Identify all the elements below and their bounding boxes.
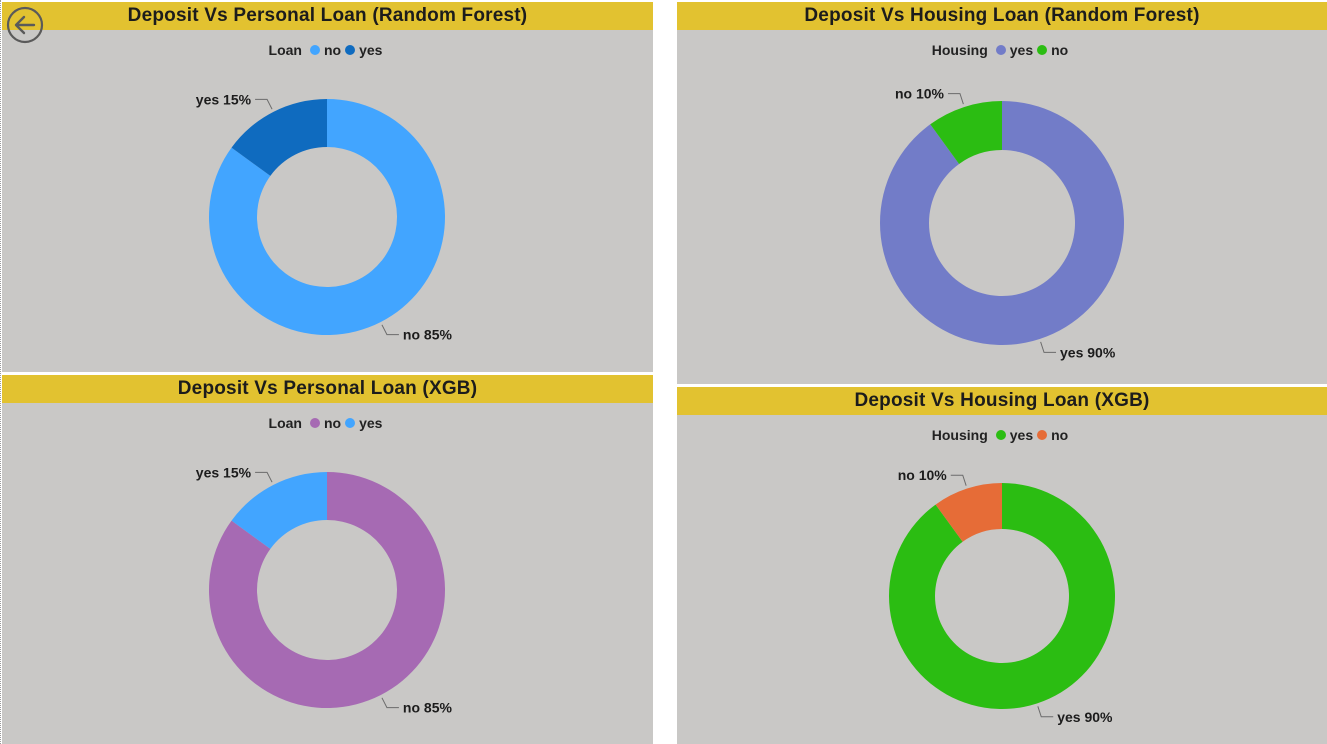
legend-item-yes[interactable]: yes — [345, 415, 382, 431]
chart-title: Deposit Vs Housing Loan (Random Forest) — [677, 2, 1327, 30]
legend-dot-no — [1037, 45, 1048, 55]
data-label-yes: yes 90% — [1057, 709, 1113, 725]
donut-slice-no[interactable] — [930, 101, 1002, 164]
page-left-edge — [0, 0, 3, 744]
leader-line-yes — [255, 98, 273, 110]
data-label-no: no 85% — [403, 327, 453, 343]
legend-label: no — [323, 42, 342, 58]
donut-slice-no[interactable] — [209, 99, 446, 335]
panel-housing-loan-xgb: Deposit Vs Housing Loan (XGB) Housing yes… — [677, 387, 1327, 744]
chart-legend: Loan no yes — [2, 415, 653, 431]
legend-item-yes[interactable]: yes — [995, 42, 1034, 58]
chart-title: Deposit Vs Personal Loan (XGB) — [2, 375, 653, 403]
legend-dot-no — [309, 45, 320, 55]
donut-chart: yes 90% no 10% — [879, 86, 1124, 360]
legend-title: Housing — [931, 42, 988, 58]
donut-slice-yes[interactable] — [879, 101, 1124, 345]
data-label-no: no 10% — [895, 86, 945, 102]
legend-dot-yes — [995, 430, 1006, 440]
donut-slice-no[interactable] — [209, 472, 446, 708]
panel-housing-loan-rf: Deposit Vs Housing Loan (Random Forest) … — [677, 2, 1327, 384]
panel-personal-loan-rf: Deposit Vs Personal Loan (Random Forest)… — [2, 2, 653, 372]
legend-label: no — [1051, 427, 1069, 443]
leader-line-yes — [1040, 341, 1057, 353]
legend-dot-no — [1037, 430, 1048, 440]
legend-dot-yes — [345, 45, 356, 55]
legend-item-no[interactable]: no — [309, 415, 342, 431]
leader-line-no — [381, 697, 399, 709]
leader-line-yes — [1037, 706, 1054, 718]
donut-slice-no[interactable] — [935, 483, 1002, 542]
data-label-no: no 10% — [898, 467, 948, 483]
legend-item-yes[interactable]: yes — [345, 42, 382, 58]
legend-item-no[interactable]: no — [309, 42, 342, 58]
panel-personal-loan-xgb: Deposit Vs Personal Loan (XGB) Loan no yes… — [2, 375, 653, 744]
legend-label: yes — [359, 42, 383, 58]
donut-slice-yes[interactable] — [231, 472, 327, 549]
donut-chart: no 85% yes 15% — [196, 464, 453, 716]
chart-legend: Housing yes no — [677, 427, 1327, 443]
donut-chart: no 85% yes 15% — [196, 91, 453, 343]
legend-title: Loan — [268, 415, 302, 431]
legend-item-no[interactable]: no — [1037, 427, 1068, 443]
legend-dot-yes — [345, 418, 356, 428]
legend-dot-yes — [995, 45, 1006, 55]
legend-title: Loan — [268, 42, 302, 58]
data-label-yes: yes 15% — [196, 464, 252, 480]
donut-slice-yes[interactable] — [231, 99, 327, 176]
legend-item-no[interactable]: no — [1037, 42, 1068, 58]
legend-dot-no — [309, 418, 320, 428]
leader-line-no — [381, 324, 399, 336]
chart-title: Deposit Vs Personal Loan (Random Forest) — [2, 2, 653, 30]
chart-legend: Housing yes no — [677, 42, 1327, 58]
legend-title: Housing — [931, 427, 988, 443]
donut-chart: yes 90% no 10% — [889, 467, 1115, 725]
chart-title: Deposit Vs Housing Loan (XGB) — [677, 387, 1327, 415]
legend-label: yes — [359, 415, 383, 431]
leader-line-yes — [255, 471, 273, 483]
legend-label: yes — [1009, 42, 1034, 58]
legend-label: no — [323, 415, 342, 431]
leader-line-no — [947, 93, 964, 105]
leader-line-no — [950, 474, 967, 486]
chart-legend: Loan no yes — [2, 42, 653, 58]
back-arrow-icon[interactable] — [6, 6, 44, 44]
legend-label: no — [1051, 42, 1069, 58]
legend-label: yes — [1009, 427, 1034, 443]
data-label-yes: yes 15% — [196, 91, 252, 107]
donut-slice-yes[interactable] — [889, 483, 1115, 709]
legend-item-yes[interactable]: yes — [995, 427, 1034, 443]
data-label-no: no 85% — [403, 700, 453, 716]
data-label-yes: yes 90% — [1060, 344, 1116, 360]
